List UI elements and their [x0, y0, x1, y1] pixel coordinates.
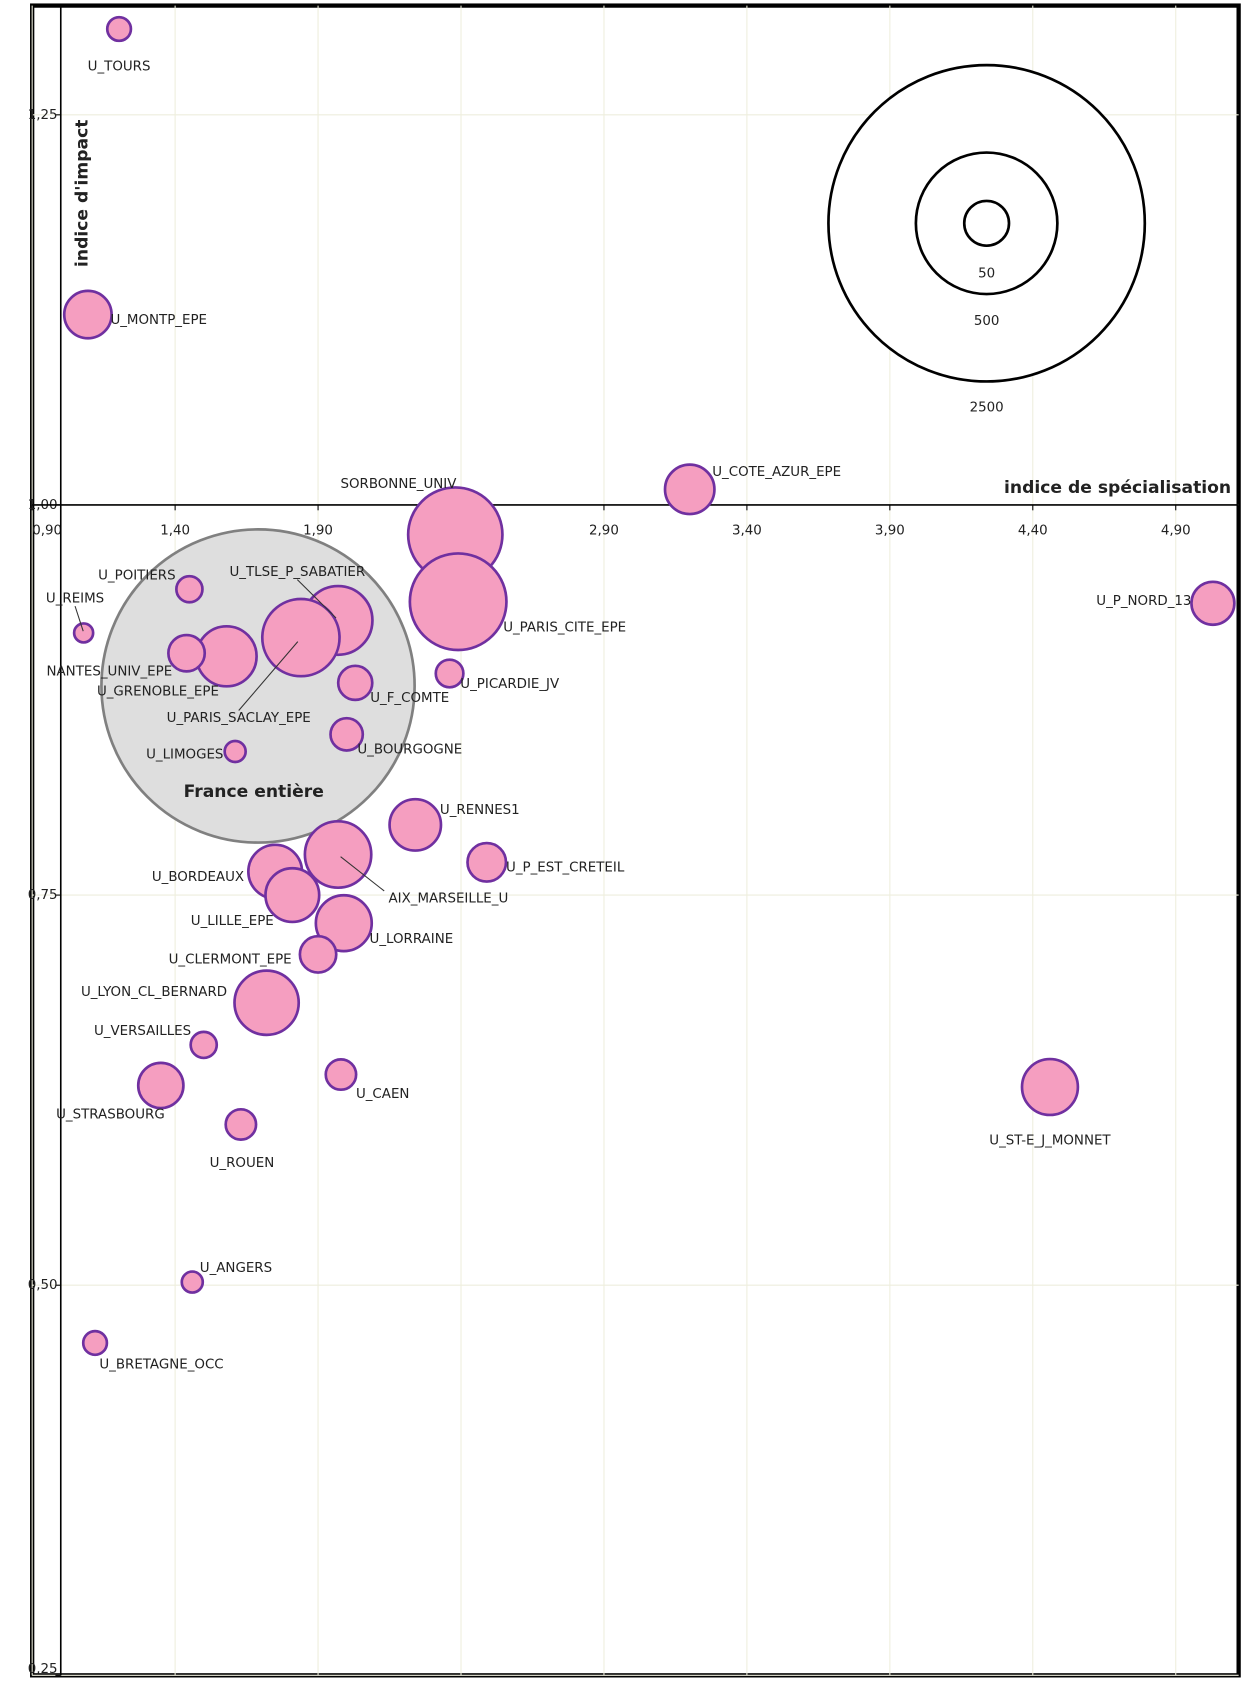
- bubble: [81, 1329, 109, 1357]
- y-axis-title: indice d'impact: [73, 120, 93, 267]
- bubble: [408, 552, 508, 652]
- y-tick-label: 1,25: [28, 108, 58, 123]
- bubble: [314, 893, 374, 953]
- bubble: [303, 819, 373, 890]
- bubble-label: U_POITIERS: [98, 568, 175, 583]
- y-tick-label: 0,25: [28, 1662, 58, 1677]
- leader-line: [296, 579, 337, 619]
- bubble-label: AIX_MARSEILLE_U: [388, 891, 508, 906]
- size-legend-label: 2500: [970, 401, 1004, 416]
- bubble-label: U_MONTP_EPE: [110, 313, 207, 328]
- bubble-label: U_LORRAINE: [370, 932, 454, 947]
- bubble-label: U_PARIS_SACLAY_EPE: [167, 711, 311, 726]
- y-tick-label: 0,50: [28, 1278, 58, 1293]
- x-tick-label: 0,90: [32, 524, 62, 539]
- bubble: [175, 574, 204, 604]
- bubble-label: U_ROUEN: [210, 1156, 275, 1171]
- x-tick-label: 4,40: [1018, 524, 1048, 539]
- bubble: [189, 1030, 219, 1060]
- bubble-label: U_PICARDIE_JV: [460, 677, 560, 692]
- x-tick-label: 3,40: [732, 524, 762, 539]
- bubble: [72, 622, 95, 644]
- bubble: [180, 1270, 205, 1294]
- bubble: [434, 658, 465, 689]
- bubble-label: U_ANGERS: [200, 1261, 272, 1276]
- bubble: [388, 797, 443, 852]
- bubble-label: U_GRENOBLE_EPE: [97, 685, 219, 700]
- bubble: [224, 1107, 258, 1141]
- bubble-label: U_BORDEAUX: [152, 870, 244, 885]
- bubble: [223, 739, 247, 764]
- bubble: [264, 866, 321, 924]
- bubble-label: U_LYON_CL_BERNARD: [81, 985, 227, 1000]
- bubble-label: U_REIMS: [46, 592, 104, 607]
- bubble: [329, 716, 365, 752]
- bubble: [62, 289, 113, 340]
- bubble-label: U_PARIS_CITE_EPE: [503, 620, 626, 635]
- bubble-label: NANTES_UNIV_EPE: [47, 664, 173, 679]
- bubble-label: U_TOURS: [88, 60, 151, 75]
- bubble: [105, 15, 133, 43]
- bubble: [466, 841, 508, 883]
- bubble-label: SORBONNE_UNIV: [340, 477, 457, 492]
- bubble-label: U_CLERMONT_EPE: [169, 953, 292, 968]
- bubble-label: U_COTE_AZUR_EPE: [712, 465, 841, 480]
- bubble-label: U_STRASBOURG: [56, 1107, 165, 1122]
- bubble: [1020, 1057, 1080, 1117]
- bubble-label: U_F_COMTE: [370, 691, 449, 706]
- bubble-label: U_BRETAGNE_OCC: [99, 1357, 223, 1372]
- bubble-label: U_CAEN: [356, 1087, 409, 1102]
- x-tick-label: 4,90: [1161, 524, 1191, 539]
- bubble-label: U_BOURGOGNE: [357, 742, 462, 757]
- bubble: [260, 597, 341, 678]
- leader-line: [74, 605, 84, 632]
- x-tick-label: 2,90: [589, 524, 619, 539]
- size-legend-circle: [962, 199, 1011, 248]
- x-tick-label: 1,40: [160, 524, 190, 539]
- bubble: [167, 633, 207, 673]
- leader-line: [340, 856, 385, 892]
- x-tick-label: 1,90: [303, 524, 333, 539]
- bubble: [324, 1058, 358, 1092]
- bubble-label: U_LIMOGES: [146, 748, 223, 763]
- bubble-label: U_TLSE_P_SABATIER: [229, 565, 365, 580]
- bubble: [336, 664, 374, 702]
- bubble-label: U_ST-E_J_MONNET: [989, 1134, 1111, 1149]
- bubble: [1190, 580, 1236, 627]
- bubble-label: U_RENNES1: [440, 803, 520, 818]
- bubble-label: U_LILLE_EPE: [191, 914, 274, 929]
- x-axis-title: indice de spécialisation: [1004, 478, 1231, 498]
- x-tick-label: 3,90: [875, 524, 905, 539]
- bubble: [136, 1061, 185, 1110]
- bubble-label: U_VERSAILLES: [94, 1024, 191, 1039]
- size-legend-label: 500: [974, 314, 1000, 329]
- y-tick-label: 0,75: [28, 888, 58, 903]
- bubble-label: U_P_NORD_13: [1096, 594, 1191, 609]
- bubble: [663, 463, 716, 516]
- leader-line: [238, 641, 299, 711]
- bubble: [298, 934, 338, 974]
- bubble: [233, 969, 301, 1037]
- size-legend-label: 50: [978, 267, 995, 282]
- bubble-label: U_P_EST_CRETEIL: [506, 861, 625, 876]
- bubble-label: France entière: [184, 782, 324, 802]
